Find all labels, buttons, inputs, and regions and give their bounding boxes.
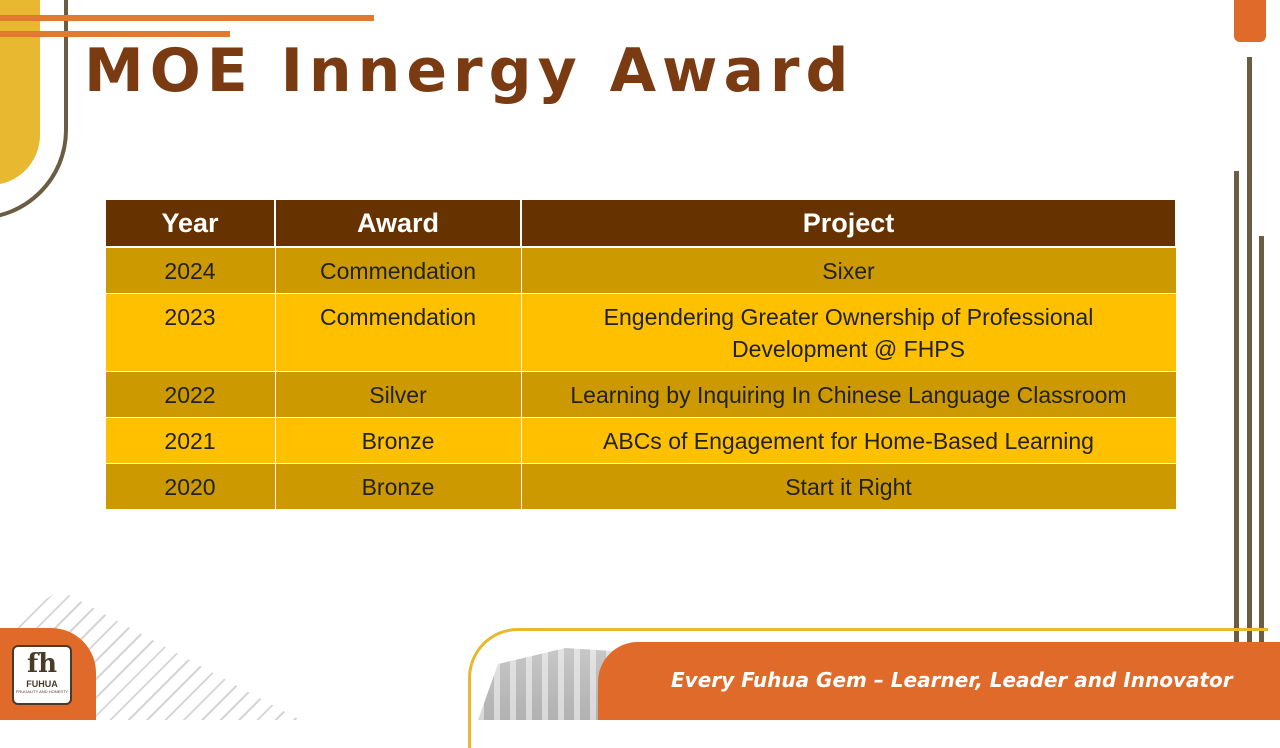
logo-mark: fh <box>26 649 58 679</box>
year-cell: 2021 <box>104 417 276 464</box>
decorative-orange-line <box>0 31 230 37</box>
project-cell: Sixer <box>520 246 1177 294</box>
year-cell: 2020 <box>104 463 276 510</box>
decorative-orange-line <box>0 15 374 21</box>
project-cell: Learning by Inquiring In Chinese Languag… <box>520 371 1177 418</box>
decorative-orange-tab <box>1234 0 1266 42</box>
logo-name: FUHUA <box>26 679 58 689</box>
table-row: 2024 Commendation Sixer <box>104 246 1177 294</box>
slogan-text: Every Fuhua Gem – Learner, Leader and In… <box>671 668 1233 692</box>
year-cell: 2022 <box>104 371 276 418</box>
table-row: 2022 Silver Learning by Inquiring In Chi… <box>104 371 1177 418</box>
project-cell: ABCs of Engagement for Home-Based Learni… <box>520 417 1177 464</box>
table-row: 2023 Commendation Engendering Greater Ow… <box>104 293 1177 372</box>
decorative-banner-arc <box>468 628 1268 748</box>
column-header-award: Award <box>274 198 522 248</box>
award-cell: Silver <box>274 371 522 418</box>
project-cell: Engendering Greater Ownership of Profess… <box>520 293 1177 372</box>
logo-motto: FRUGALITY AND HONESTY <box>15 689 69 694</box>
table-header-row: Year Award Project <box>104 198 1177 248</box>
slogan-banner <box>598 642 1280 720</box>
award-cell: Commendation <box>274 293 522 372</box>
table-row: 2020 Bronze Start it Right <box>104 463 1177 510</box>
award-cell: Bronze <box>274 417 522 464</box>
decorative-vertical-bar <box>1259 236 1264 642</box>
decorative-vertical-bar <box>1247 57 1252 642</box>
table-row: 2021 Bronze ABCs of Engagement for Home-… <box>104 417 1177 464</box>
year-cell: 2024 <box>104 246 276 294</box>
decorative-vertical-bar <box>1234 171 1239 642</box>
year-cell: 2023 <box>104 293 276 372</box>
column-header-project: Project <box>520 198 1177 248</box>
project-cell: Start it Right <box>520 463 1177 510</box>
award-cell: Commendation <box>274 246 522 294</box>
award-cell: Bronze <box>274 463 522 510</box>
school-logo: fh FUHUA FRUGALITY AND HONESTY <box>12 645 72 705</box>
awards-table: Year Award Project 2024 Commendation Six… <box>104 198 1177 510</box>
column-header-year: Year <box>104 198 276 248</box>
slide-title: MOE Innergy Award <box>84 36 855 106</box>
